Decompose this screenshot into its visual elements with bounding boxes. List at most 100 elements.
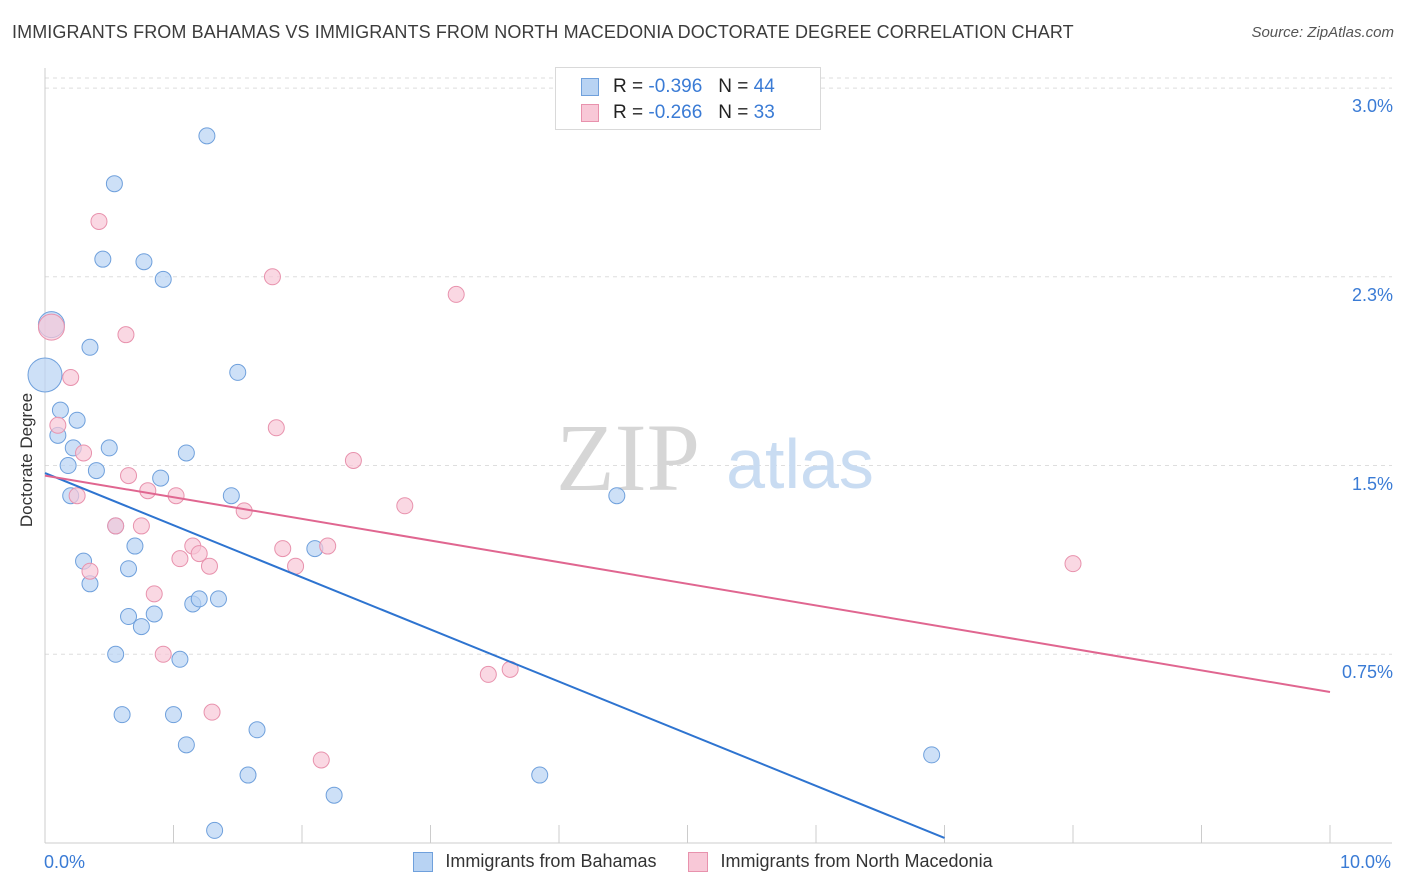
series-swatch-macedonia [688,851,709,872]
point-bahamas-40 [154,270,172,288]
watermark: ZIP atlas [556,404,874,511]
point-bahamas-30 [177,736,195,754]
point-macedonia-30 [479,665,497,683]
trendline-bahamas [44,472,945,839]
point-macedonia-32 [1064,555,1082,573]
watermark-zip: ZIP [556,404,700,511]
legend-row-bahamas: R = -0.396 N = 44 [581,74,775,100]
point-macedonia-11 [267,419,285,437]
point-bahamas-33 [325,786,343,804]
point-bahamas-25 [209,590,227,608]
point-macedonia-2 [49,416,67,434]
point-macedonia-19 [190,545,208,563]
point-bahamas-37 [198,127,216,145]
legend-r-label: R = [613,76,644,97]
point-bahamas-7 [59,457,77,475]
legend-n-value-bahamas: 44 [753,76,775,97]
point-bahamas-42 [608,487,626,505]
point-bahamas-26 [107,645,125,663]
y-tick-label-1: 1.5% [1351,473,1393,494]
point-bahamas-3 [68,411,86,429]
point-macedonia-28 [203,703,221,721]
legend-row-macedonia: R = -0.266 N = 33 [581,100,775,126]
source-label: Source: ZipAtlas.com [1251,24,1394,41]
point-macedonia-6 [139,482,157,500]
point-macedonia-1 [62,368,80,386]
point-bahamas-34 [206,821,224,839]
series-legend-bahamas: Immigrants from Bahamas [413,851,656,872]
series-name-macedonia: Immigrants from North Macedonia [720,851,993,871]
point-bahamas-28 [113,706,131,724]
point-macedonia-17 [396,497,414,515]
point-macedonia-22 [274,540,292,558]
series-swatch-bahamas [413,851,434,872]
point-macedonia-13 [117,326,135,344]
legend-swatch-bahamas [581,78,599,96]
legend-r-label: R = [613,102,644,123]
axes [44,68,1392,844]
point-bahamas-39 [135,253,153,271]
y-tick-label-2: 2.3% [1351,284,1393,305]
point-bahamas-31 [248,721,266,739]
point-bahamas-2 [81,338,99,356]
legend-swatch-macedonia [581,104,599,122]
point-bahamas-17 [126,537,144,555]
point-macedonia-4 [68,487,86,505]
series-legend: Immigrants from Bahamas Immigrants from … [0,851,1406,872]
point-bahamas-13 [229,363,247,381]
point-macedonia-9 [132,517,150,535]
point-macedonia-24 [319,537,337,555]
point-bahamas-14 [222,487,240,505]
x-tick-label-max: 10.0% [1340,852,1392,872]
watermark-atlas: atlas [726,425,874,503]
point-macedonia-8 [107,517,125,535]
point-macedonia-3 [75,444,93,462]
point-bahamas-32 [239,766,257,784]
point-bahamas-38 [94,250,112,268]
point-macedonia-20 [171,550,189,568]
point-bahamas-43 [923,746,941,764]
legend-n-value-macedonia: 33 [753,102,775,123]
chart-title: IMMIGRANTS FROM BAHAMAS VS IMMIGRANTS FR… [12,22,1074,42]
point-bahamas-27 [171,650,189,668]
legend-r-value-macedonia: -0.266 [648,102,703,123]
point-bahamas-19 [120,560,138,578]
point-bahamas-21 [145,605,163,623]
legend-r-value-bahamas: -0.396 [648,76,703,97]
point-bahamas-1 [27,357,63,393]
legend-n-label: N = [718,102,749,123]
point-bahamas-36 [105,175,123,193]
point-bahamas-41 [531,766,549,784]
point-bahamas-4 [51,401,69,419]
point-bahamas-29 [165,706,182,724]
point-macedonia-14 [263,268,281,286]
point-macedonia-0 [37,313,65,341]
point-macedonia-27 [154,645,172,663]
x-tick-label-min: 0.0% [44,852,86,872]
point-bahamas-22 [132,618,150,636]
point-macedonia-25 [81,562,99,580]
point-macedonia-29 [312,751,330,769]
point-macedonia-16 [344,452,362,469]
y-tick-label-0: 0.75% [1341,662,1393,683]
point-bahamas-20 [120,608,138,626]
point-macedonia-15 [447,285,465,303]
data-points [27,127,1082,839]
point-bahamas-11 [152,469,170,487]
gridlines [45,77,1392,655]
point-macedonia-26 [145,585,163,603]
stats-legend: R = -0.396 N = 44 R = -0.266 N = 33 [555,67,821,130]
point-bahamas-12 [177,444,195,462]
point-bahamas-24 [190,590,208,608]
point-bahamas-8 [87,462,105,480]
series-legend-macedonia: Immigrants from North Macedonia [688,851,993,872]
trendlines [44,472,1331,839]
point-bahamas-10 [100,439,118,457]
series-name-bahamas: Immigrants from Bahamas [445,851,657,871]
point-macedonia-5 [120,467,138,485]
trendline-macedonia [44,474,1331,693]
legend-n-label: N = [718,76,749,97]
point-macedonia-12 [90,212,108,230]
point-macedonia-21 [200,557,218,575]
